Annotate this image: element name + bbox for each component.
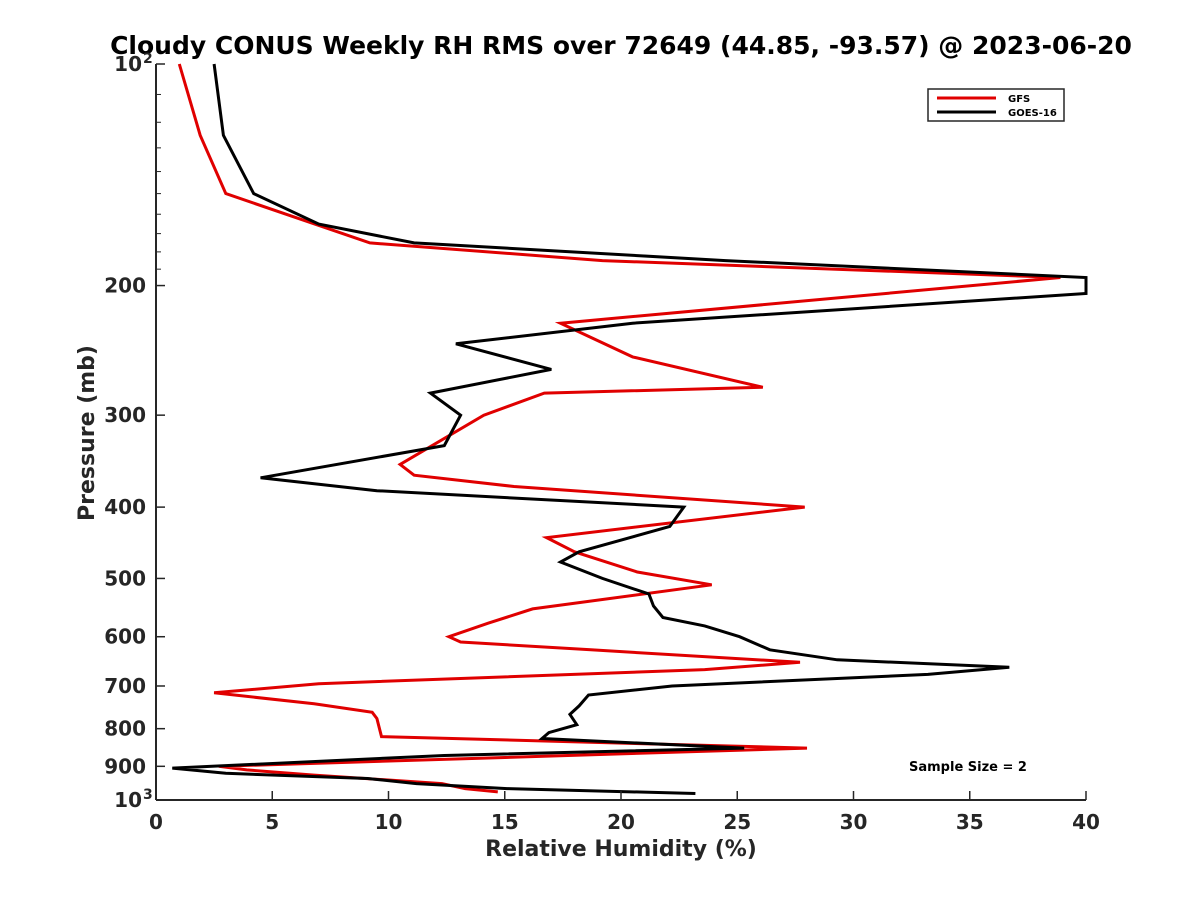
- plot-background: [156, 64, 1086, 800]
- y-tick-label: 200: [104, 274, 146, 298]
- plot-area: [156, 64, 1086, 800]
- x-tick-label: 30: [840, 810, 868, 834]
- y-tick-label: 300: [104, 403, 146, 427]
- x-tick-label: 10: [375, 810, 403, 834]
- x-tick-label: 0: [149, 810, 163, 834]
- legend-entry: GOES-16: [1008, 108, 1057, 119]
- legend-box: [927, 88, 1065, 122]
- chart-title: Cloudy CONUS Weekly RH RMS over 72649 (4…: [110, 31, 1132, 60]
- series-group: [172, 63, 1088, 795]
- legend-entry: GFS: [1008, 94, 1030, 105]
- y-tick-label: 10: [114, 788, 142, 812]
- y-tick-label-exponent: 3: [143, 787, 153, 803]
- y-axis-label: Pressure (mb): [75, 345, 100, 521]
- y-tick-label: 600: [104, 625, 146, 649]
- x-axis-label: Relative Humidity (%): [485, 837, 757, 862]
- series-line-goes-16: [172, 63, 1088, 795]
- legend: GFS GOES-16: [927, 88, 1065, 122]
- y-tick-label: 500: [104, 566, 146, 590]
- x-tick-label: 15: [491, 810, 519, 834]
- x-tick-label: 40: [1072, 810, 1100, 834]
- y-tick-label: 800: [104, 717, 146, 741]
- x-tick-label: 25: [723, 810, 751, 834]
- y-tick-label: 700: [104, 674, 146, 698]
- x-tick-label: 35: [956, 810, 984, 834]
- sample-size-annotation: Sample Size = 2: [909, 760, 1027, 775]
- y-tick-label: 400: [104, 495, 146, 519]
- x-tick-label: 20: [607, 810, 635, 834]
- x-tick-label: 5: [265, 810, 279, 834]
- y-tick-label: 900: [104, 754, 146, 778]
- y-tick-label: 10: [114, 52, 142, 76]
- y-tick-label-exponent: 2: [143, 51, 153, 67]
